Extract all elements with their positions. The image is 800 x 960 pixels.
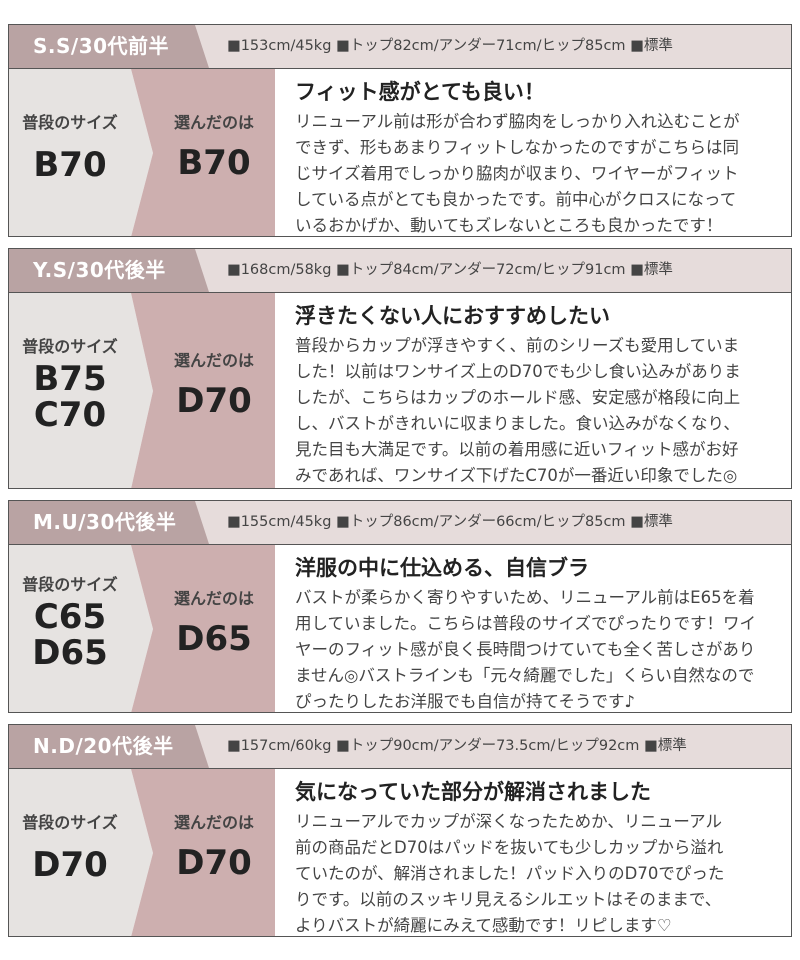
usual-size-panel [9,769,153,936]
review-text-line: したが、こちらはカップのホールド感、安定感が格段に向上 [295,388,741,407]
usual-size-panel [9,293,153,488]
usual-size-value: D65 [32,633,108,673]
review-text-line: ません◎バストラインも「元々綺麗でした」くらい自然なので [295,666,755,685]
review-text-line: 前の商品だとD70はパッドを抜いても少しカップから溢れ [295,838,724,857]
usual-size-value: B75 [33,359,107,399]
review-text-line: じサイズ着用でしっかり脇肉が収まり、ワイヤーがフィット [295,164,739,183]
review-text-line: 用していました。こちらは普段のサイズでぴったりです！ワイ [295,614,757,633]
usual-size-label: 普段のサイズ [22,575,118,594]
reviewer-name: N.D/20代後半 [9,725,209,768]
usual-size-value: D70 [32,845,108,885]
review-text-line: バストが柔らかく寄りやすいため、リニューアル前はE65を着 [295,588,755,607]
chosen-size-label: 選んだのは [173,351,254,370]
review-text-line: 見た目も大満足です。以前の着用感に近いフィット感がお好 [295,440,739,459]
review-card: M.U/30代後半 ■155cm/45kg ■トップ86cm/アンダー66cm/… [8,500,792,713]
reviewer-name: M.U/30代後半 [9,501,209,544]
reviewer-name: S.S/30代前半 [9,25,209,68]
usual-size-value: C70 [33,395,107,435]
chosen-size-panel [131,293,275,488]
review-card: S.S/30代前半 ■153cm/45kg ■トップ82cm/アンダー71cm/… [8,24,792,237]
chosen-size-value: D70 [176,843,252,883]
usual-size-label: 普段のサイズ [22,337,118,356]
review-text-line: リニューアル前は形が合わず脇肉をしっかり入れ込むことが [295,112,740,131]
reviewer-header: M.U/30代後半 ■155cm/45kg ■トップ86cm/アンダー66cm/… [9,501,791,545]
usual-size-value: C65 [33,597,107,637]
review-body: 普段のサイズ C65 D65 選んだのは D65 洋服の中に仕込める、自信ブラ バ… [9,545,791,712]
review-title: 洋服の中に仕込める、自信ブラ [295,556,589,580]
chosen-size-panel [131,69,275,236]
review-text-line: ていたのが、解消されました！パッド入りのD70でぴった [295,864,725,883]
review-body: 普段のサイズ B75 C70 選んだのは D70 浮きたくない人におすすめしたい … [9,293,791,488]
usual-size-panel [9,545,153,712]
review-body: 普段のサイズ B70 選んだのは B70 フィット感がとても良い！ リニューアル… [9,69,791,236]
reviewer-name: Y.S/30代後半 [9,249,209,292]
review-content: 浮きたくない人におすすめしたい 普段からカップが浮きやすく、前のシリーズも愛用し… [295,301,777,488]
review-card: Y.S/30代後半 ■168cm/58kg ■トップ84cm/アンダー72cm/… [8,248,792,489]
review-text-line: している点がとても良かったです。前中心がクロスになって [295,190,737,209]
chosen-size-value: D70 [176,381,252,421]
review-content: 気になっていた部分が解消されました リニューアルでカップが深くなったためか、リニ… [295,777,777,936]
review-text-line: できず、形もあまりフィットしなかったのですがこちらは同 [295,138,740,157]
review-text-line: リニューアルでカップが深くなったためか、リニューアル [295,812,723,831]
usual-size-value: B70 [33,145,107,185]
review-text-line: みであれば、ワンサイズ下げたC70が一番近い印象でした◎ [295,466,738,485]
usual-size-panel [9,69,153,236]
review-text-line: いるおかげか、動いてもズレないところも良かったです！ [295,216,723,235]
review-title: 気になっていた部分が解消されました [295,780,651,804]
review-text-line: 普段からカップが浮きやすく、前のシリーズも愛用していま [295,336,740,355]
chosen-size-label: 選んだのは [173,113,254,132]
review-title: 浮きたくない人におすすめしたい [295,304,610,328]
review-text-line: りです。以前のスッキリ見えるシルエットはそのままで、 [295,890,722,909]
reviewer-header: S.S/30代前半 ■153cm/45kg ■トップ82cm/アンダー71cm/… [9,25,791,69]
chosen-size-panel [131,545,275,712]
usual-size-label: 普段のサイズ [22,813,118,832]
review-content: 洋服の中に仕込める、自信ブラ バストが柔らかく寄りやすいため、リニューアル前はE… [295,553,777,712]
review-card: N.D/20代後半 ■157cm/60kg ■トップ90cm/アンダー73.5c… [8,724,792,937]
review-text-line: ヤーのフィット感が良く長時間つけていても全く苦しさがあり [295,640,756,659]
chosen-size-value: D65 [176,619,252,659]
review-text-line: し、バストがきれいに収まりました。食い込みがなくなり、 [295,414,740,433]
review-text-line: ぴったりしたお洋服でも自信が持てそうです♪ [295,692,636,711]
reviewer-header: Y.S/30代後半 ■168cm/58kg ■トップ84cm/アンダー72cm/… [9,249,791,293]
reviewer-header: N.D/20代後半 ■157cm/60kg ■トップ90cm/アンダー73.5c… [9,725,791,769]
review-text-line: した！以前はワンサイズ上のD70でも少し食い込みがありま [295,362,741,381]
chosen-size-label: 選んだのは [173,589,254,608]
reviewer-stats: ■157cm/60kg ■トップ90cm/アンダー73.5cm/ヒップ92cm … [227,738,687,754]
reviewer-stats: ■153cm/45kg ■トップ82cm/アンダー71cm/ヒップ85cm ■標… [227,38,673,54]
chosen-size-panel [131,769,275,936]
review-title: フィット感がとても良い！ [295,80,545,104]
review-body: 普段のサイズ D70 選んだのは D70 気になっていた部分が解消されました リ… [9,769,791,936]
chosen-size-label: 選んだのは [173,813,254,832]
chosen-size-value: B70 [177,143,251,183]
reviewer-stats: ■168cm/58kg ■トップ84cm/アンダー72cm/ヒップ91cm ■標… [227,262,673,278]
review-text-line: よりバストが綺麗にみえて感動です！リピします♡ [295,916,672,935]
review-content: フィット感がとても良い！ リニューアル前は形が合わず脇肉をしっかり入れ込むことが… [295,77,777,236]
reviewer-stats: ■155cm/45kg ■トップ86cm/アンダー66cm/ヒップ85cm ■標… [227,514,673,530]
usual-size-label: 普段のサイズ [22,113,118,132]
